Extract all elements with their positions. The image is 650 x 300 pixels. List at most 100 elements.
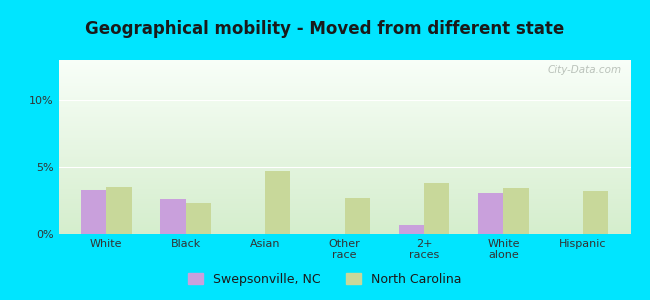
Bar xyxy=(58,93,630,95)
Bar xyxy=(58,123,630,124)
Bar xyxy=(58,133,630,135)
Bar xyxy=(58,97,630,98)
Bar xyxy=(58,117,630,119)
Bar xyxy=(58,190,630,192)
Bar xyxy=(58,149,630,151)
Bar xyxy=(58,121,630,123)
Bar xyxy=(58,116,630,117)
Bar xyxy=(398,225,424,234)
Bar xyxy=(265,171,291,234)
Bar xyxy=(58,208,630,210)
Legend: Swepsonville, NC, North Carolina: Swepsonville, NC, North Carolina xyxy=(183,268,467,291)
Bar xyxy=(58,130,630,131)
Bar xyxy=(58,76,630,77)
Bar xyxy=(106,187,131,234)
Bar xyxy=(58,82,630,84)
Bar xyxy=(424,183,449,234)
Bar xyxy=(58,199,630,201)
Bar xyxy=(58,171,630,173)
Bar xyxy=(58,98,630,100)
Bar xyxy=(58,212,630,213)
Bar xyxy=(58,180,630,182)
Bar xyxy=(58,138,630,140)
Bar xyxy=(81,190,106,234)
Bar xyxy=(583,191,608,234)
Bar xyxy=(58,197,630,199)
Bar xyxy=(58,154,630,156)
Bar xyxy=(58,203,630,204)
Bar xyxy=(58,213,630,215)
Bar xyxy=(58,185,630,187)
Bar xyxy=(58,110,630,112)
Bar xyxy=(58,131,630,133)
Bar xyxy=(160,199,186,234)
Bar xyxy=(344,198,370,234)
Bar xyxy=(58,206,630,208)
Bar xyxy=(58,159,630,161)
Bar xyxy=(58,192,630,194)
Bar xyxy=(58,158,630,159)
Bar xyxy=(58,163,630,164)
Bar xyxy=(58,156,630,158)
Bar xyxy=(478,193,503,234)
Bar xyxy=(58,140,630,142)
Bar xyxy=(58,103,630,105)
Bar xyxy=(58,64,630,65)
Bar xyxy=(58,220,630,222)
Bar xyxy=(58,114,630,116)
Bar xyxy=(58,227,630,229)
Bar xyxy=(503,188,529,234)
Bar xyxy=(58,143,630,145)
Bar xyxy=(58,69,630,70)
Bar xyxy=(58,215,630,217)
Bar xyxy=(58,60,630,62)
Bar xyxy=(58,70,630,72)
Text: Geographical mobility - Moved from different state: Geographical mobility - Moved from diffe… xyxy=(85,20,565,38)
Bar xyxy=(58,84,630,86)
Bar xyxy=(58,194,630,196)
Bar xyxy=(58,72,630,74)
Bar xyxy=(58,201,630,203)
Bar xyxy=(58,169,630,171)
Bar xyxy=(58,210,630,212)
Bar xyxy=(58,142,630,143)
Bar xyxy=(58,178,630,180)
Bar xyxy=(58,189,630,190)
Bar xyxy=(58,204,630,206)
Bar xyxy=(58,166,630,168)
Bar xyxy=(58,224,630,225)
Bar xyxy=(58,136,630,138)
Bar xyxy=(58,168,630,170)
Text: City-Data.com: City-Data.com xyxy=(548,65,622,75)
Bar xyxy=(58,128,630,130)
Bar xyxy=(58,182,630,184)
Bar xyxy=(58,229,630,230)
Bar xyxy=(58,100,630,102)
Bar xyxy=(58,222,630,224)
Bar xyxy=(58,230,630,232)
Bar xyxy=(58,105,630,107)
Bar xyxy=(58,161,630,163)
Bar xyxy=(58,232,630,234)
Bar xyxy=(58,196,630,197)
Bar xyxy=(58,147,630,149)
Bar xyxy=(58,151,630,152)
Bar xyxy=(58,184,630,185)
Bar xyxy=(58,175,630,177)
Bar xyxy=(58,86,630,88)
Bar xyxy=(58,152,630,154)
Bar xyxy=(186,203,211,234)
Bar xyxy=(58,81,630,82)
Bar xyxy=(58,217,630,218)
Bar xyxy=(58,177,630,178)
Bar xyxy=(58,218,630,220)
Bar xyxy=(58,187,630,189)
Bar xyxy=(58,91,630,93)
Bar xyxy=(58,79,630,81)
Bar xyxy=(58,88,630,90)
Bar xyxy=(58,90,630,91)
Bar xyxy=(58,124,630,126)
Bar xyxy=(58,67,630,69)
Bar xyxy=(58,145,630,147)
Bar xyxy=(58,119,630,121)
